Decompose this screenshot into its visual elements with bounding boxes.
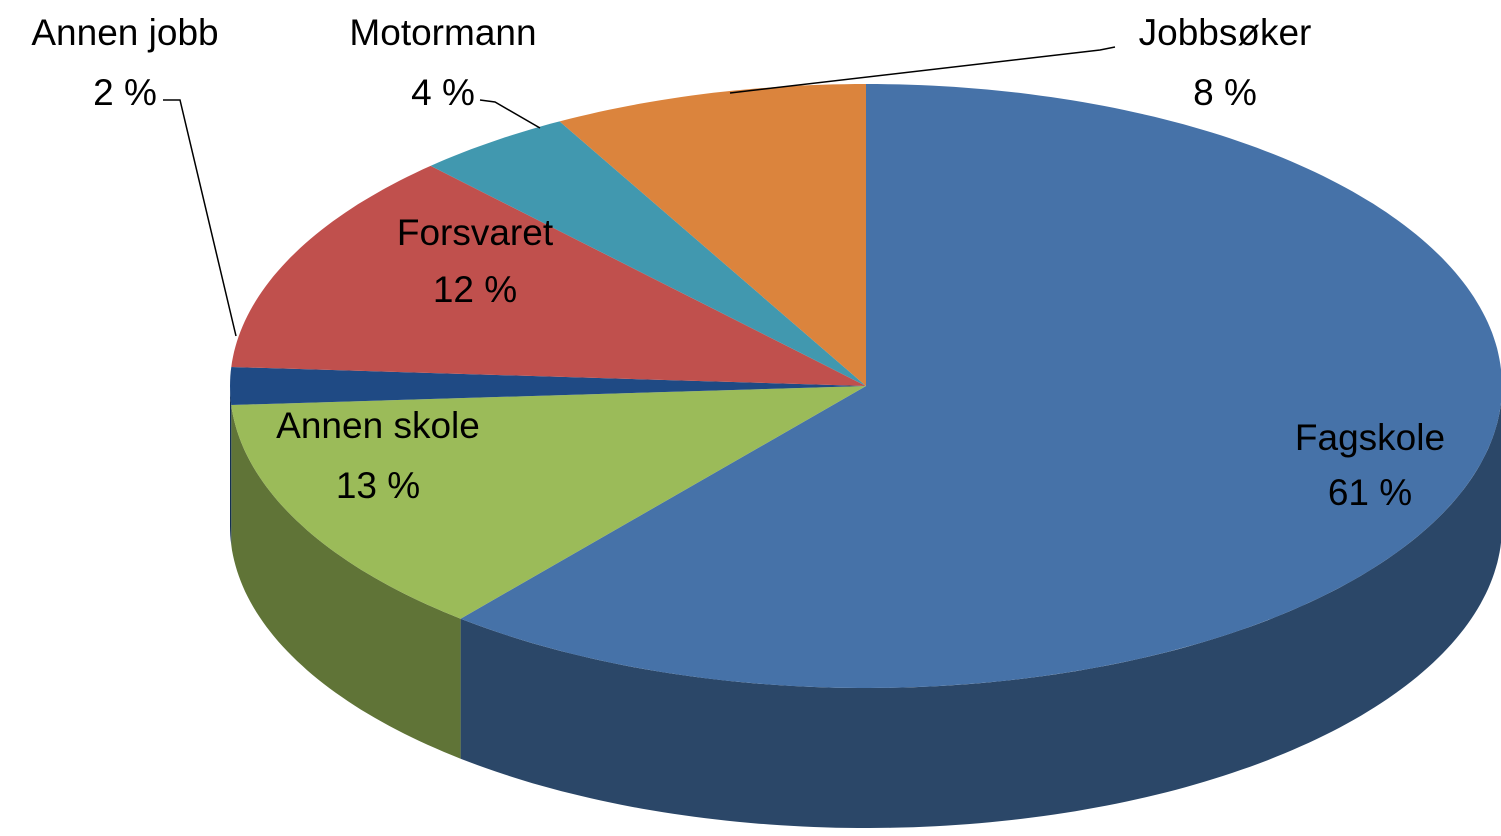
slice-label: Annen jobb — [31, 12, 218, 53]
slice-label: Motormann — [349, 12, 536, 53]
slice-label: Annen skole — [276, 405, 480, 446]
labels: Fagskole 61 % Annen skole 13 % Annen jobb 2 %… — [31, 12, 1445, 513]
leader-line — [729, 46, 1116, 94]
slice-value-label: 12 % — [433, 269, 517, 310]
slice-value-label: 2 % — [93, 72, 157, 113]
slice — [559, 84, 866, 386]
slice-label: Fagskole — [1295, 417, 1445, 458]
pie-tops — [230, 84, 1501, 688]
slice-side — [460, 402, 1501, 828]
slice-side — [230, 386, 232, 545]
pie-sides — [230, 386, 1501, 828]
slice-value-label: 61 % — [1328, 472, 1412, 513]
slice-side — [231, 405, 461, 759]
slice-value-label: 4 % — [411, 72, 475, 113]
leader-line — [163, 99, 237, 337]
slice — [460, 84, 1501, 688]
slice — [430, 121, 866, 387]
leader-line — [479, 99, 541, 129]
slice — [230, 367, 866, 405]
slice-label: Jobbsøker — [1139, 12, 1312, 53]
slice-label: Forsvaret — [397, 212, 554, 253]
slice-value-label: 8 % — [1193, 72, 1257, 113]
slice — [231, 165, 867, 386]
slice — [231, 386, 867, 619]
slice-value-label: 13 % — [336, 465, 420, 506]
